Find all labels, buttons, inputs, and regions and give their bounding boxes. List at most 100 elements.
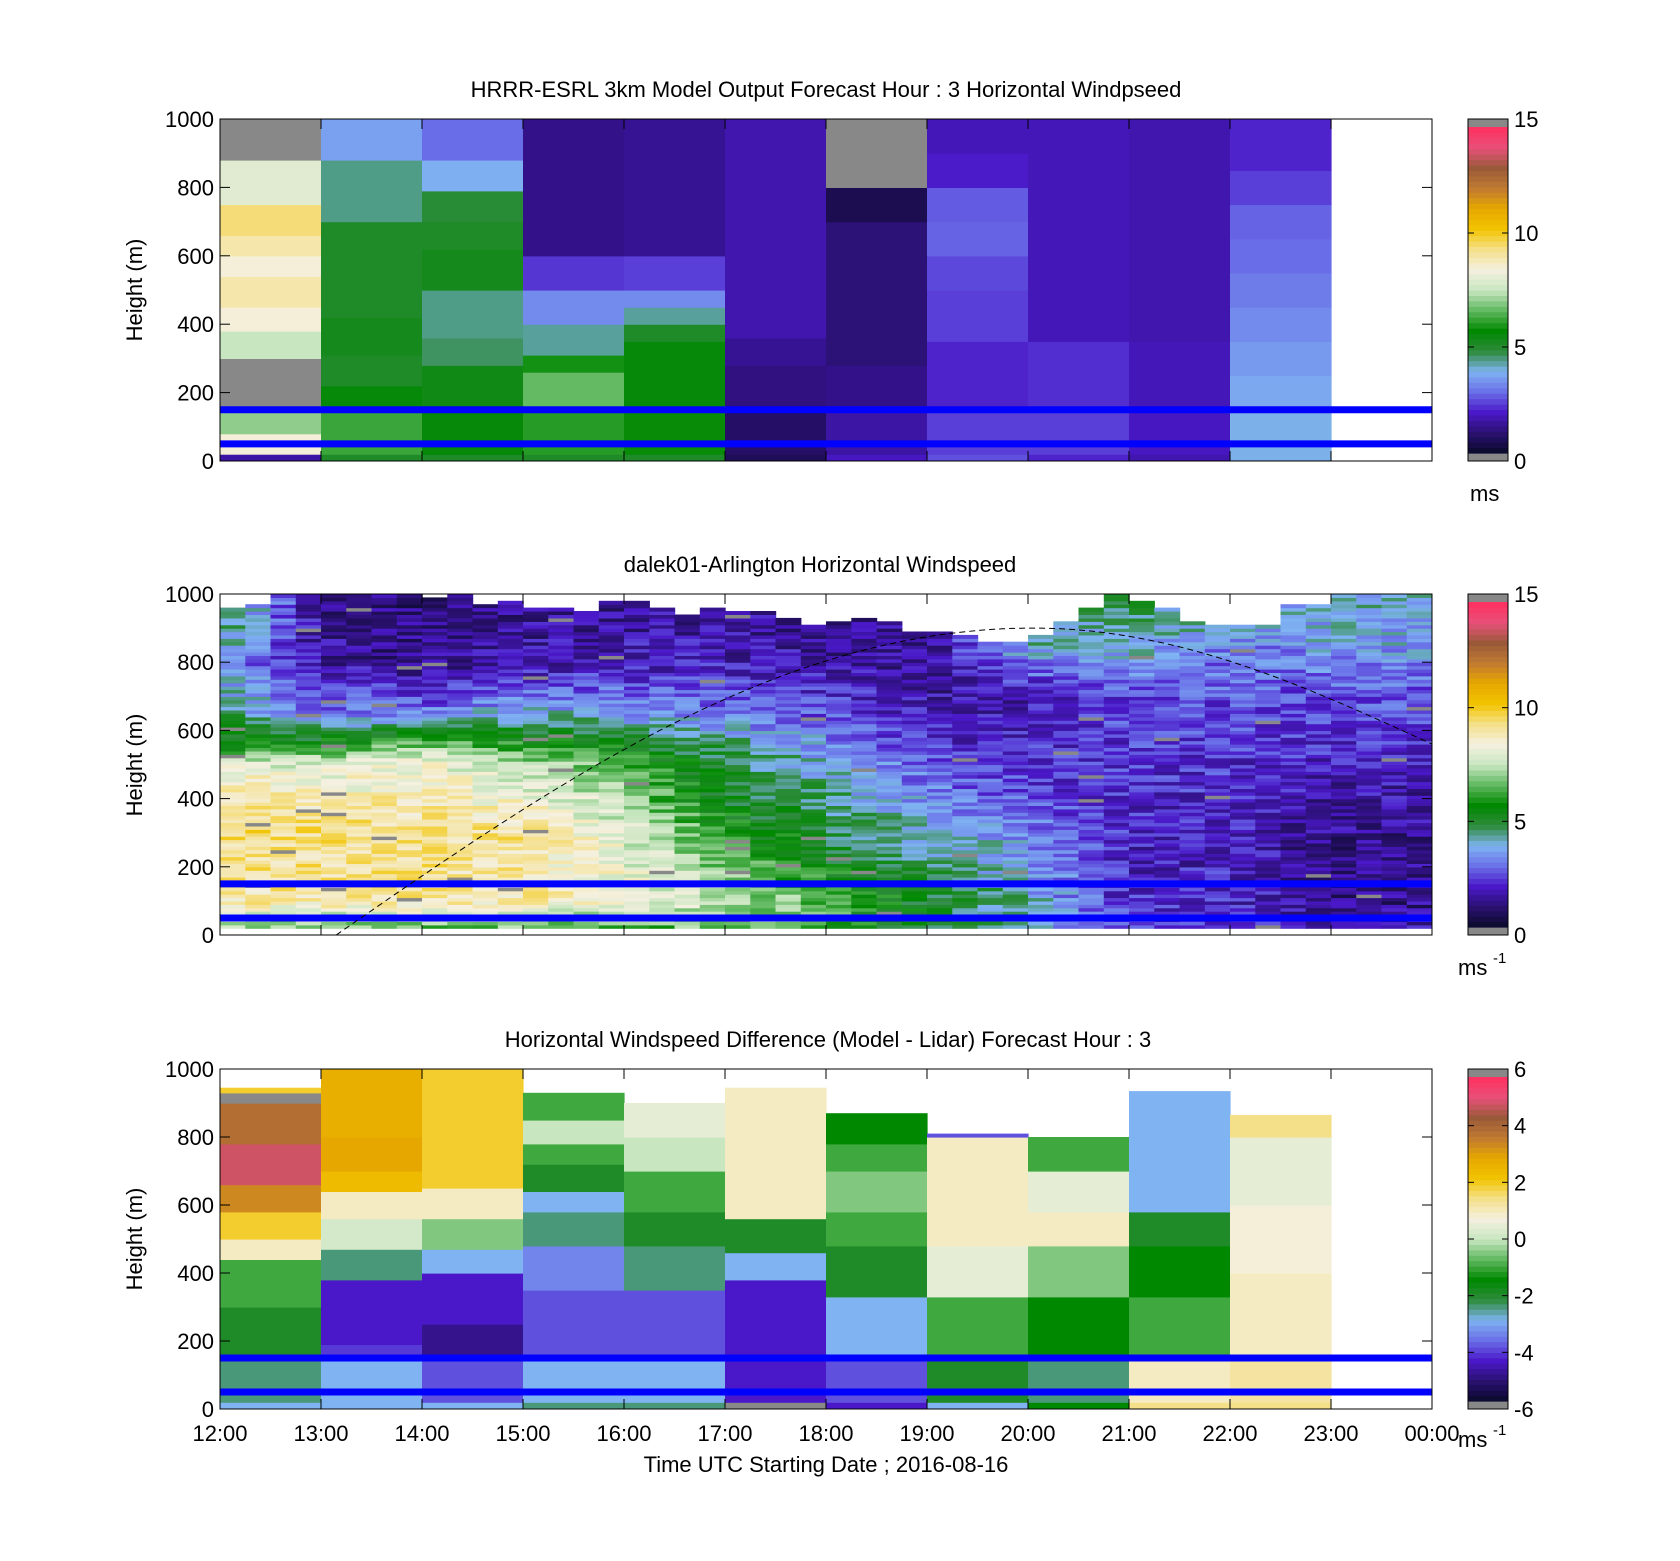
heatmap-cell	[851, 757, 878, 762]
heatmap-cell	[1356, 808, 1383, 813]
heatmap-cell	[624, 675, 650, 680]
heatmap-cell	[1280, 924, 1307, 929]
colorbar-swatch	[1468, 273, 1508, 280]
heatmap-cell	[826, 805, 852, 810]
heatmap-cell	[927, 655, 953, 660]
heatmap-cell	[699, 802, 726, 806]
heatmap-cell	[1078, 924, 1105, 929]
heatmap-cell	[548, 781, 575, 786]
heatmap-cell	[1103, 733, 1130, 738]
heatmap-cell	[523, 1120, 625, 1145]
heatmap-cell	[624, 290, 726, 308]
heatmap-cell	[371, 805, 398, 810]
heatmap-cell	[977, 754, 1004, 759]
heatmap-cell	[1280, 795, 1307, 800]
heatmap-cell	[523, 689, 549, 694]
heatmap-cell	[952, 866, 979, 871]
heatmap-cell	[1179, 832, 1206, 837]
heatmap-cell	[245, 798, 272, 803]
heatmap-cell	[245, 815, 272, 820]
heatmap-cell	[573, 686, 600, 691]
heatmap-cell	[270, 600, 297, 605]
heatmap-cell	[497, 904, 524, 909]
heatmap-cell	[1078, 829, 1105, 834]
heatmap-cell	[1280, 849, 1307, 854]
heatmap-cell	[1356, 839, 1383, 844]
heatmap-cell	[1381, 873, 1408, 878]
heatmap-cell	[977, 774, 1004, 779]
y-tick-label: 200	[177, 855, 214, 880]
heatmap-cell	[699, 675, 726, 680]
heatmap-cell	[497, 863, 524, 868]
heatmap-cell	[447, 904, 474, 909]
heatmap-cell	[371, 614, 398, 619]
heatmap-cell	[699, 829, 726, 834]
heatmap-cell	[1305, 658, 1332, 663]
heatmap-cell	[472, 795, 499, 800]
heatmap-cell	[295, 774, 322, 779]
heatmap-cell	[497, 638, 524, 643]
heatmap-cell	[422, 764, 448, 769]
heatmap-cell	[396, 706, 423, 711]
heatmap-cell	[422, 669, 448, 673]
heatmap-cell	[220, 1211, 322, 1240]
heatmap-cell	[220, 877, 246, 881]
heatmap-cell	[1002, 720, 1029, 725]
heatmap-cell	[1078, 713, 1105, 718]
heatmap-cell	[1078, 795, 1105, 800]
heatmap-cell	[1204, 727, 1231, 731]
heatmap-cell	[649, 689, 676, 694]
heatmap-cell	[1381, 836, 1408, 841]
heatmap-cell	[775, 631, 802, 636]
heatmap-cell	[270, 839, 297, 844]
heatmap-cell	[447, 672, 474, 677]
heatmap-cell	[1179, 621, 1206, 626]
heatmap-cell	[1356, 652, 1383, 656]
heatmap-cell	[598, 842, 625, 847]
heatmap-cell	[927, 771, 953, 776]
heatmap-cell	[422, 866, 448, 871]
heatmap-cell	[396, 600, 423, 605]
heatmap-cell	[270, 594, 297, 598]
heatmap-cell	[851, 795, 878, 800]
heatmap-cell	[548, 709, 575, 714]
heatmap-cell	[750, 761, 777, 766]
heatmap-cell	[472, 781, 499, 786]
heatmap-cell	[1280, 692, 1307, 697]
heatmap-cell	[321, 160, 423, 223]
colorbar-swatch	[1468, 371, 1508, 378]
heatmap-cell	[1129, 863, 1155, 868]
heatmap-cell	[1305, 723, 1332, 728]
heatmap-cell	[1053, 778, 1080, 783]
heatmap-cell	[1381, 853, 1408, 858]
heatmap-cell	[270, 887, 297, 892]
heatmap-cell	[1179, 825, 1206, 830]
heatmap-cell	[1179, 727, 1206, 731]
heatmap-cell	[1154, 781, 1181, 786]
heatmap-cell	[1053, 907, 1080, 912]
colorbar-swatch	[1468, 1395, 1508, 1402]
heatmap-cell	[346, 911, 373, 916]
heatmap-cell	[800, 706, 827, 711]
heatmap-cell	[952, 795, 979, 800]
heatmap-cell	[270, 638, 297, 643]
heatmap-cell	[1053, 873, 1080, 878]
heatmap-cell	[826, 836, 852, 841]
heatmap-cell	[826, 713, 852, 718]
heatmap-cell	[927, 706, 953, 711]
heatmap-cell	[1053, 675, 1080, 680]
heatmap-cell	[472, 812, 499, 817]
heatmap-cell	[1103, 860, 1130, 864]
heatmap-cell	[371, 624, 398, 629]
heatmap-cell	[649, 805, 676, 810]
heatmap-cell	[1406, 713, 1432, 718]
heatmap-cell	[1204, 675, 1231, 680]
heatmap-cell	[826, 911, 852, 916]
heatmap-cell	[952, 727, 979, 731]
heatmap-cell	[1305, 904, 1332, 909]
heatmap-cell	[1230, 652, 1256, 656]
heatmap-cell	[826, 675, 852, 680]
heatmap-cell	[1179, 713, 1206, 718]
heatmap-cell	[1331, 648, 1357, 653]
colorbar-tick-label: 10	[1514, 696, 1538, 721]
